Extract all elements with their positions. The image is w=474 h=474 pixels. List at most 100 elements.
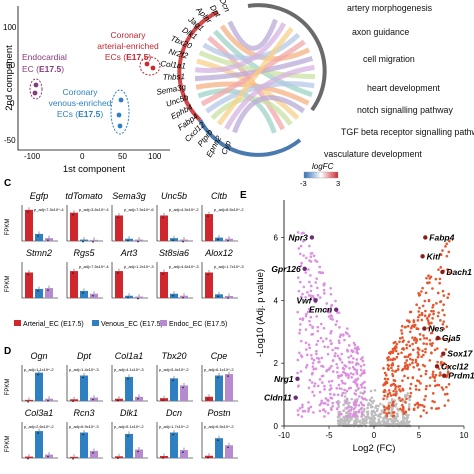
volcano-point-ns bbox=[370, 411, 374, 415]
volcano-point-down bbox=[333, 393, 336, 396]
volcano-point-up bbox=[418, 333, 422, 336]
bar-mark bbox=[215, 438, 223, 458]
volcano-point-up bbox=[428, 359, 432, 362]
volcano-point-up bbox=[391, 401, 395, 405]
bar-mark bbox=[115, 456, 123, 458]
volcano-point-ns bbox=[350, 417, 353, 421]
volcano-point-up bbox=[410, 324, 414, 328]
volcano-point-up bbox=[398, 384, 402, 388]
volcano-point-ns bbox=[336, 419, 340, 422]
chord-gene-arc bbox=[177, 10, 219, 122]
volcano-point-down bbox=[329, 292, 333, 296]
svg-text:Coronary: Coronary bbox=[111, 30, 147, 40]
volcano-gene-label: Gja5 bbox=[442, 333, 461, 343]
volcano-point-up bbox=[419, 382, 422, 385]
volcano-highlight-point bbox=[295, 376, 300, 382]
volcano-point-down bbox=[296, 310, 299, 314]
volcano-point-down bbox=[359, 401, 363, 404]
volcano-point-down bbox=[313, 384, 316, 388]
volcano-point-up bbox=[421, 349, 424, 353]
volcano-point-down bbox=[345, 389, 349, 393]
volcano-point-down bbox=[322, 288, 326, 292]
bar-mark bbox=[80, 432, 88, 458]
volcano-point-down bbox=[307, 307, 311, 311]
volcano-point-up bbox=[399, 399, 402, 402]
bar-mark bbox=[25, 272, 33, 298]
volcano-point-down bbox=[337, 339, 341, 342]
volcano-point-up bbox=[395, 355, 399, 359]
volcano-point-down bbox=[347, 344, 351, 347]
volcano-point-up bbox=[432, 312, 435, 316]
volcano-highlight-point bbox=[309, 235, 315, 240]
volcano-point-ns bbox=[387, 401, 391, 405]
volcano-point-ns bbox=[394, 417, 398, 421]
volcano-point-down bbox=[318, 296, 322, 299]
volcano-point-down bbox=[311, 365, 315, 368]
bar-mark bbox=[215, 294, 223, 298]
bar-gene-title: Sema3g bbox=[112, 191, 146, 201]
bar-dot bbox=[217, 376, 219, 379]
bar-mark bbox=[160, 456, 168, 458]
pca-ylabel: 2nd component bbox=[4, 45, 15, 111]
volcano-point-down bbox=[360, 415, 363, 418]
volcano-point-up bbox=[408, 320, 411, 324]
volcano-point-up bbox=[427, 274, 430, 277]
volcano-point-ns bbox=[337, 405, 341, 408]
volcano-point-down bbox=[327, 368, 331, 371]
bar-dot bbox=[47, 239, 49, 241]
volcano-point-down bbox=[331, 348, 334, 352]
volcano-point-up bbox=[412, 365, 416, 369]
volcano-point-down bbox=[306, 310, 310, 314]
volcano-point-down bbox=[329, 392, 332, 396]
volcano-point-up bbox=[400, 368, 404, 372]
volcano-point-up bbox=[430, 331, 434, 335]
volcano-point-down bbox=[299, 244, 303, 248]
volcano-point-up bbox=[425, 342, 428, 346]
volcano-point-ns bbox=[374, 413, 377, 416]
volcano-point-up bbox=[440, 360, 443, 364]
pca-point bbox=[117, 123, 123, 129]
bar-gene-title: Postn bbox=[207, 408, 230, 418]
volcano-point-up bbox=[433, 376, 436, 380]
volcano-point-up bbox=[396, 352, 400, 356]
volcano-point-up bbox=[435, 302, 438, 305]
bar-pval: p_adj=4.6x10^-3 bbox=[169, 264, 199, 269]
volcano-point-ns bbox=[379, 415, 382, 419]
volcano-point-down bbox=[355, 358, 359, 361]
volcano-point-down bbox=[340, 361, 344, 364]
volcano-point-down bbox=[334, 323, 338, 326]
volcano-point-up bbox=[398, 388, 401, 391]
volcano-point-down bbox=[345, 415, 349, 418]
volcano-point-ns bbox=[396, 423, 400, 427]
volcano-point-up bbox=[383, 382, 386, 385]
volcano-point-up bbox=[443, 313, 446, 317]
volcano-point-ns bbox=[342, 403, 345, 407]
volcano-point-up bbox=[390, 363, 393, 367]
volcano-point-up bbox=[442, 327, 445, 331]
volcano-point-down bbox=[319, 336, 323, 340]
volcano-point-down bbox=[340, 379, 344, 383]
volcano-point-up bbox=[430, 351, 433, 354]
bar-gene-title: Unc5b bbox=[161, 191, 187, 201]
pca-label-venous: Coronary venous-enriched ECs (E17.5) bbox=[49, 87, 112, 119]
volcano-point-up bbox=[401, 405, 405, 409]
volcano-point-down bbox=[360, 396, 364, 399]
volcano-point-up bbox=[397, 364, 400, 368]
volcano-ytick-label: 0 bbox=[274, 422, 279, 431]
bar-gene-title: Cpe bbox=[211, 351, 228, 361]
volcano-point-up bbox=[401, 409, 404, 412]
volcano-point-down bbox=[299, 264, 303, 268]
volcano-points bbox=[296, 231, 452, 428]
volcano-point-up bbox=[412, 408, 416, 412]
volcano-point-up bbox=[445, 254, 449, 258]
volcano-point-up bbox=[411, 376, 415, 380]
volcano-point-down bbox=[313, 382, 317, 385]
bar-mark bbox=[135, 239, 143, 241]
bar-pval: p_adj=8.5x10^-2 bbox=[214, 207, 244, 212]
bar-dot bbox=[137, 297, 139, 300]
volcano-point-up bbox=[383, 408, 387, 412]
volcano-point-up bbox=[404, 367, 407, 370]
volcano-point-ns bbox=[368, 417, 371, 420]
volcano-point-ns bbox=[389, 405, 393, 409]
volcano-point-down bbox=[320, 356, 324, 360]
